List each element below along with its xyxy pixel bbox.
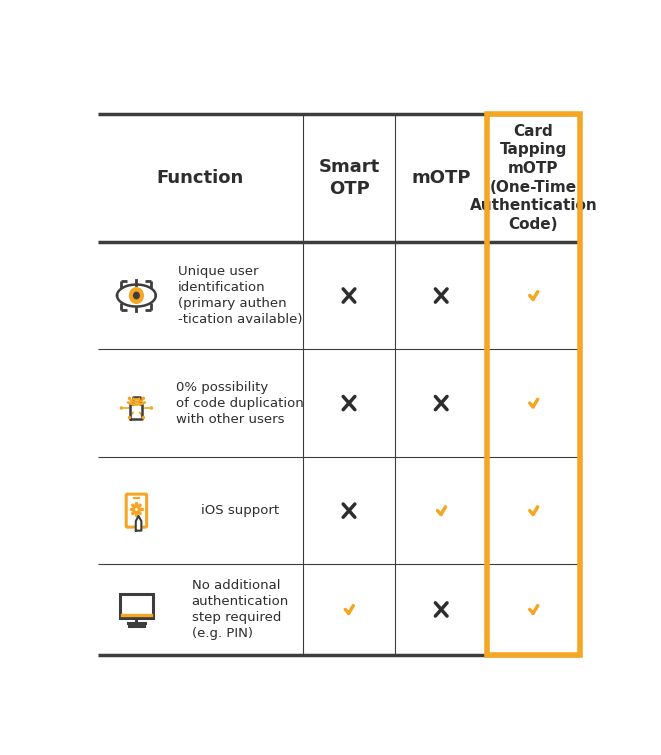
Text: Smart
OTP: Smart OTP [319, 158, 379, 198]
Circle shape [142, 397, 144, 399]
Circle shape [151, 407, 153, 409]
Text: 0% possibility
of code duplication
with other users: 0% possibility of code duplication with … [176, 381, 304, 426]
Text: Unique user
identification
(primary authen
-tication available): Unique user identification (primary auth… [178, 265, 302, 326]
Text: No additional
authentication
step required
(e.g. PIN): No additional authentication step requir… [192, 579, 289, 640]
Circle shape [142, 417, 144, 419]
Circle shape [128, 397, 130, 399]
Text: iOS support: iOS support [201, 504, 279, 517]
Circle shape [120, 407, 122, 409]
Circle shape [130, 288, 143, 304]
Circle shape [128, 417, 130, 419]
Text: Function: Function [157, 169, 244, 186]
Circle shape [134, 292, 139, 299]
Text: Card
Tapping
mOTP
(One-Time
Authentication
Code): Card Tapping mOTP (One-Time Authenticati… [469, 124, 598, 232]
Bar [120, 593, 153, 618]
Polygon shape [136, 516, 141, 531]
Text: mOTP: mOTP [411, 169, 471, 186]
